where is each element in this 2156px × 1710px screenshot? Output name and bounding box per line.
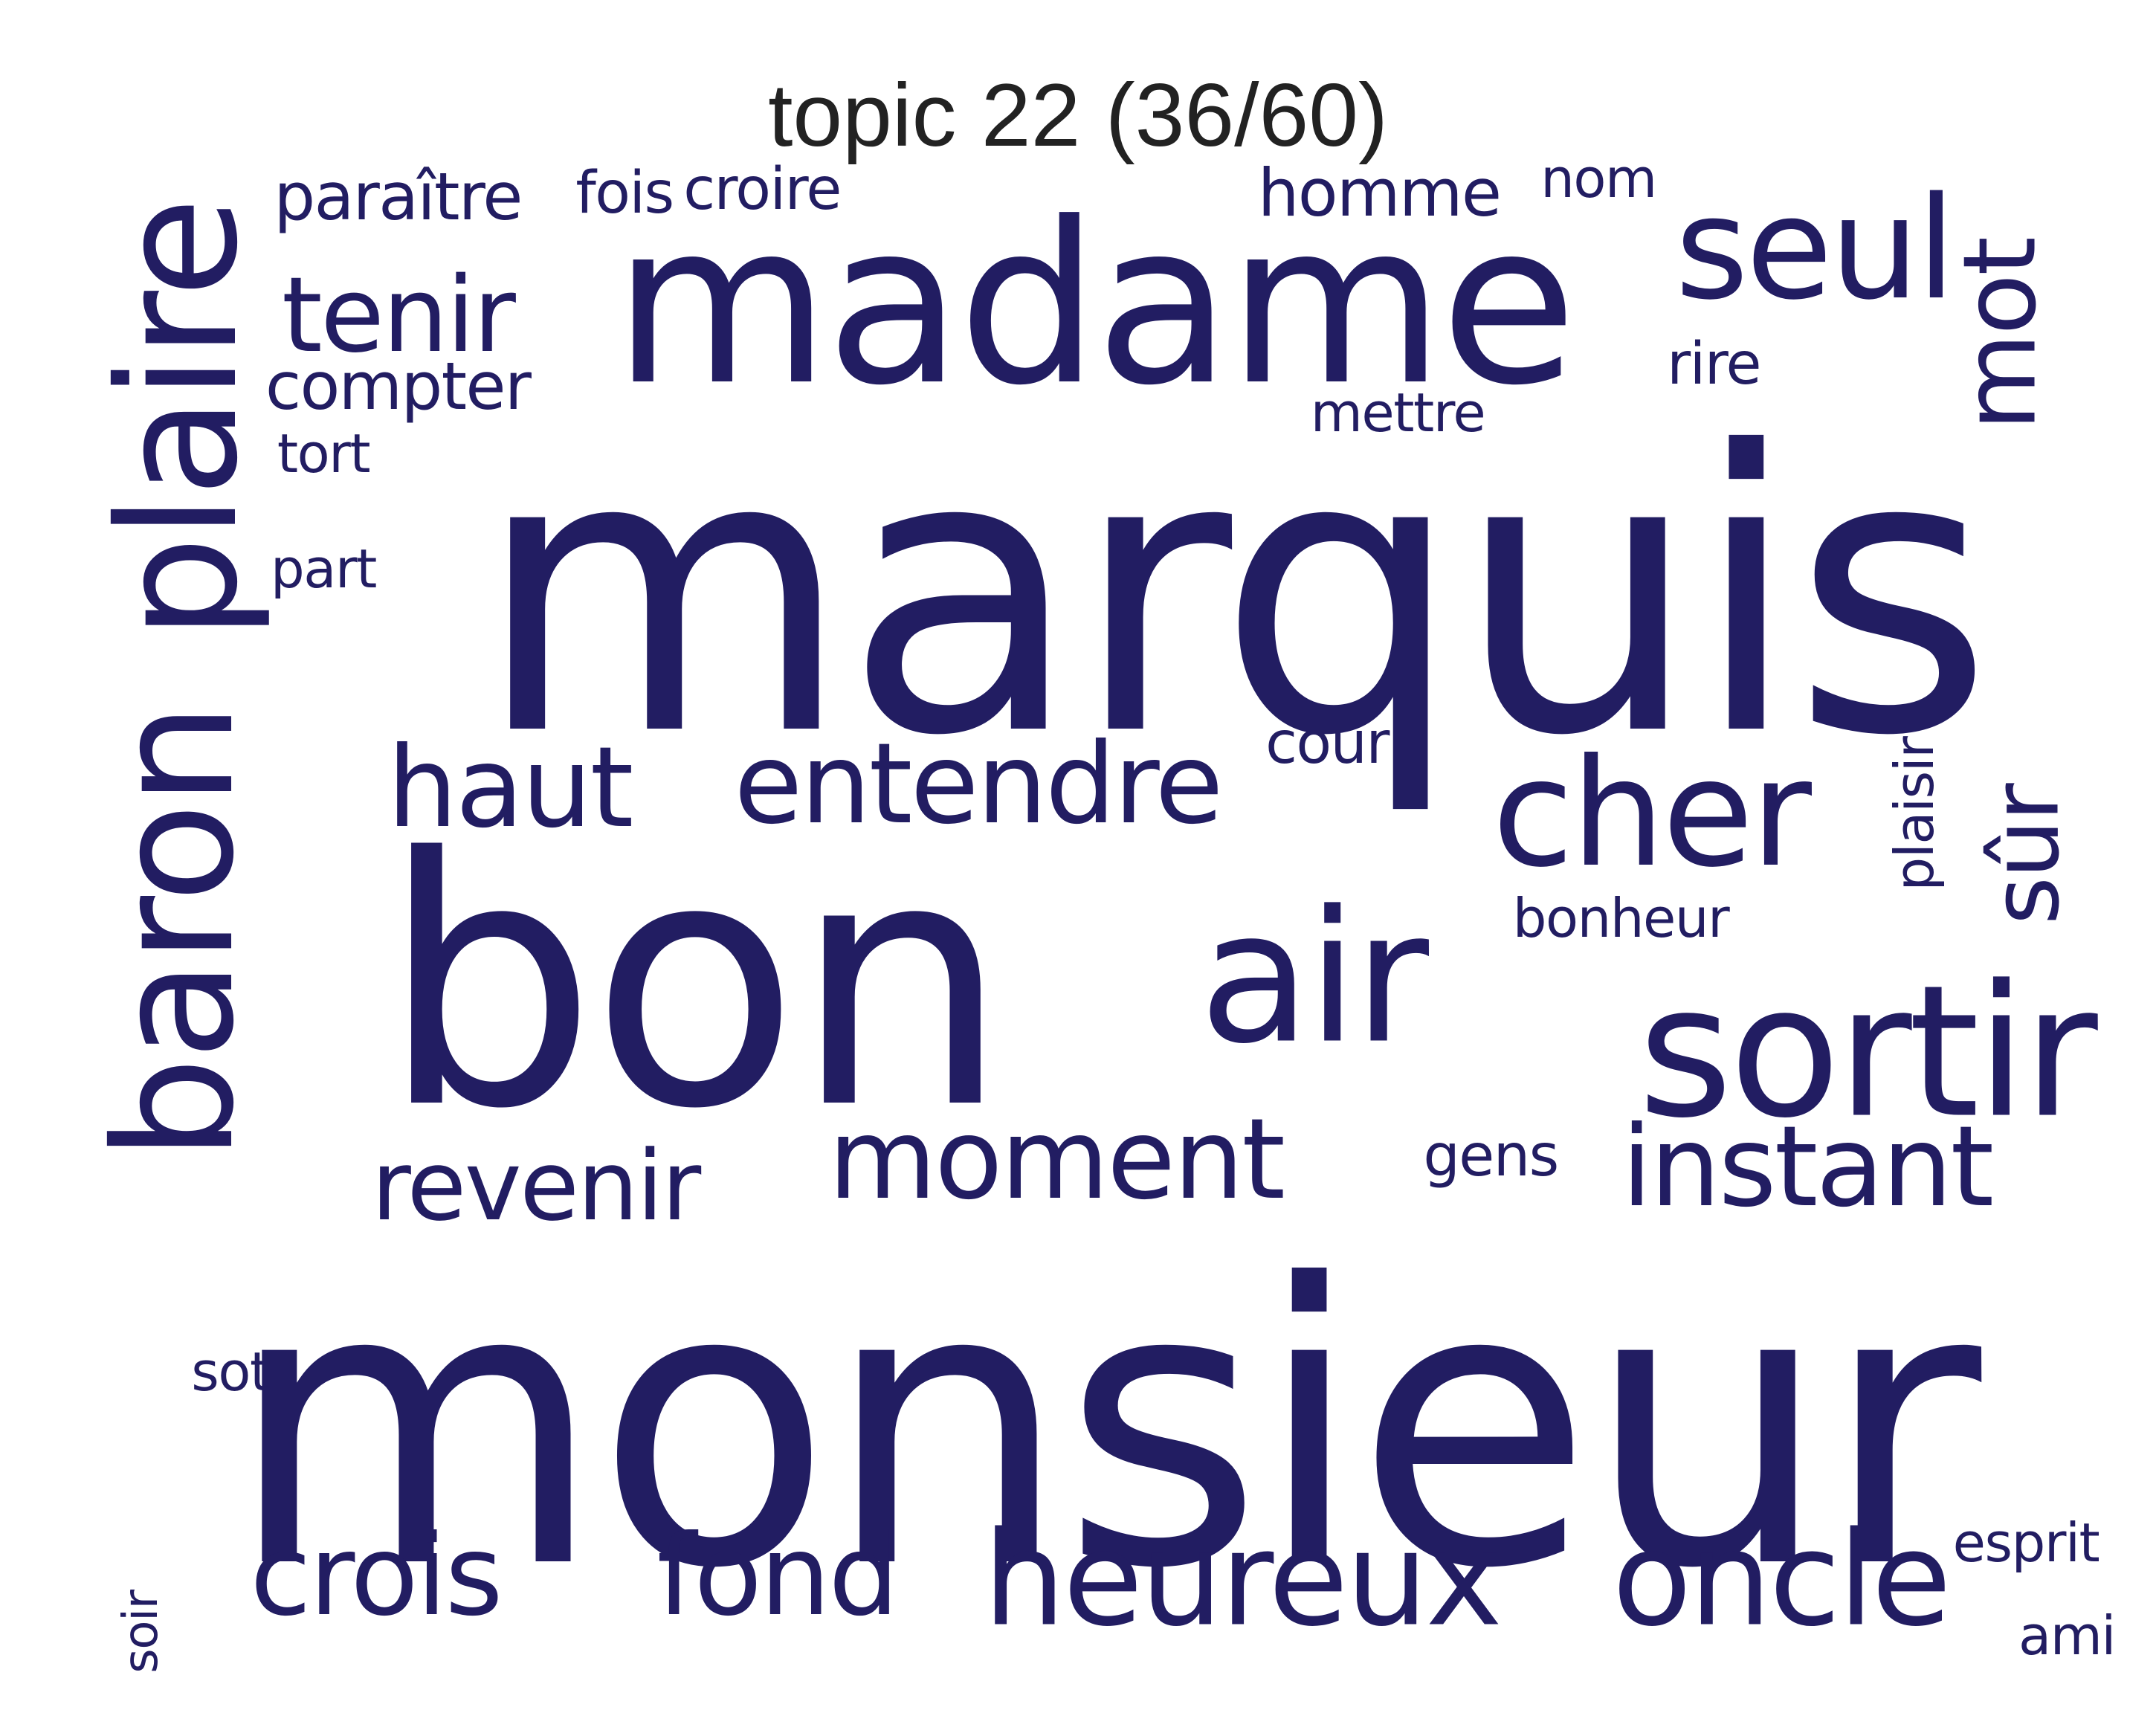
word-instant: instant	[1621, 1103, 1995, 1232]
word-tort: tort	[277, 422, 371, 485]
word-revenir: revenir	[371, 1129, 701, 1242]
word-air: air	[1198, 871, 1429, 1084]
word-gens: gens	[1423, 1123, 1559, 1190]
word-part: part	[271, 538, 377, 600]
word-nom: nom	[1540, 147, 1657, 210]
word-mot: mot	[1941, 238, 2059, 431]
word-croire: croire	[683, 156, 842, 223]
word-compter: compter	[265, 348, 532, 425]
word-ami: ami	[2018, 1604, 2116, 1667]
word-paraître: paraître	[274, 158, 523, 235]
word-sot: sot	[191, 1340, 271, 1403]
word-cour: cour	[1265, 710, 1390, 777]
word-bon: bon	[380, 786, 1010, 1184]
word-homme: homme	[1257, 155, 1502, 231]
word-marquis: marquis	[474, 370, 1993, 820]
word-madame: madame	[613, 175, 1577, 434]
word-bonheur: bonheur	[1512, 887, 1730, 949]
word-rire: rire	[1667, 331, 1761, 398]
word-monsieur: monsieur	[227, 1202, 1981, 1653]
word-sortir: sortir	[1638, 946, 2098, 1158]
chart-title: topic 22 (36/60)	[768, 65, 1388, 165]
word-plaire: plaire	[83, 200, 274, 640]
word-heureux: heureux	[983, 1504, 1503, 1656]
word-tenir: tenir	[281, 255, 516, 376]
word-sûr: sûr	[1972, 784, 2080, 926]
word-esprit: esprit	[1952, 1511, 2100, 1574]
word-mettre: mettre	[1310, 381, 1486, 444]
word-cher: cher	[1492, 727, 1812, 900]
word-baron: baron	[80, 705, 270, 1161]
word-seul: seul	[1675, 167, 1956, 331]
word-oncle: oncle	[1612, 1504, 1952, 1656]
word-fond: fond	[656, 1511, 900, 1641]
word-haut: haut	[387, 723, 634, 853]
word-fois: fois	[575, 160, 674, 227]
word-soir: soir	[114, 1590, 169, 1674]
word-crois: crois	[250, 1511, 503, 1641]
word-plaisir: plaisir	[1883, 737, 1946, 891]
word-entendre: entendre	[734, 720, 1223, 849]
word-moment: moment	[827, 1095, 1285, 1225]
